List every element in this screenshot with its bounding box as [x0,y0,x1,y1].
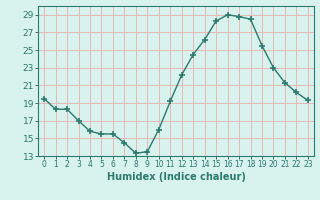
X-axis label: Humidex (Indice chaleur): Humidex (Indice chaleur) [107,172,245,182]
